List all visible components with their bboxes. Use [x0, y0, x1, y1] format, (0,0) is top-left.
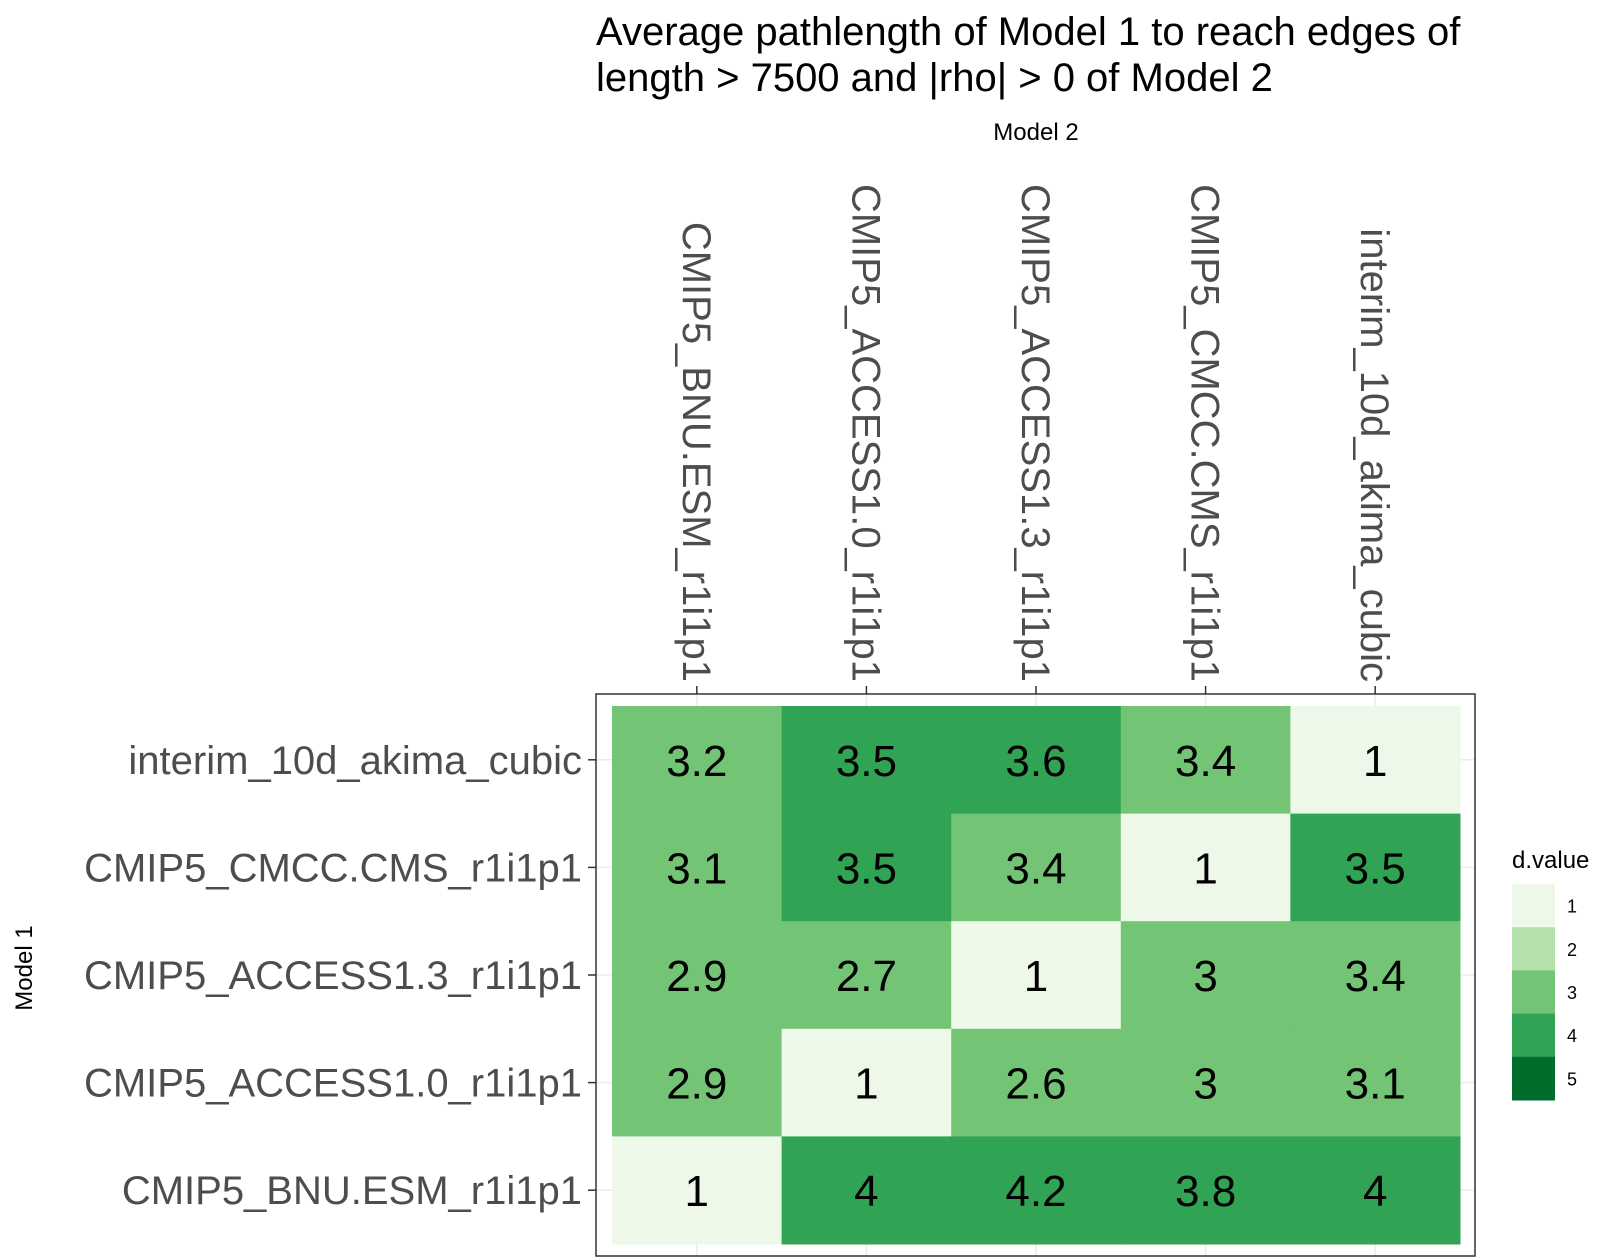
plot-area: 3.2 3.5 3.6 3.4 1 3.1 3.5 3.4 1 3.5 2.9 2.7 1 3 3.4 2.9… — [84, 184, 1476, 1257]
heatmap-cell — [781, 1028, 952, 1137]
chart-title-line-2: length > 7500 and |rho| > 0 of Model 2 — [596, 56, 1273, 100]
cell-value-label: 3.5 — [836, 737, 897, 786]
heatmap-cell — [1120, 1136, 1291, 1245]
cell-value-label: 3.4 — [1005, 844, 1066, 893]
heatmap-cell — [781, 706, 952, 815]
legend-key-label: 1 — [1567, 897, 1577, 917]
cell-value-label: 3.2 — [666, 737, 727, 786]
x-tick-label: CMIP5_ACCESS1.3_r1i1p1 — [1013, 184, 1057, 682]
x-tick-label: CMIP5_ACCESS1.0_r1i1p1 — [843, 184, 887, 682]
cell-value-label: 1 — [854, 1060, 878, 1109]
legend-key-swatch — [1512, 970, 1555, 1015]
heatmap-cell — [1120, 1028, 1291, 1137]
heatmap-cell — [951, 1136, 1122, 1245]
cell-value-label: 2.6 — [1005, 1060, 1066, 1109]
y-tick-label: CMIP5_CMCC.CMS_r1i1p1 — [84, 846, 582, 890]
y-axis-title: Model 1 — [11, 925, 38, 1010]
legend-key-label: 3 — [1567, 983, 1577, 1003]
x-tick-label: CMIP5_BNU.ESM_r1i1p1 — [674, 222, 718, 682]
heatmap-cell — [612, 813, 783, 922]
heatmap-cell — [1290, 1136, 1461, 1245]
heatmap-cell — [1290, 813, 1461, 922]
heatmap-cell — [612, 1028, 783, 1137]
x-tick-label: CMIP5_CMCC.CMS_r1i1p1 — [1183, 184, 1227, 682]
legend-key-label: 5 — [1567, 1069, 1577, 1089]
cell-value-label: 1 — [1193, 844, 1217, 893]
cell-value-label: 3.8 — [1175, 1167, 1236, 1216]
legend: d.value 1 2 3 4 5 — [1512, 847, 1589, 1101]
cell-value-label: 3.6 — [1005, 737, 1066, 786]
y-tick-label: CMIP5_BNU.ESM_r1i1p1 — [122, 1169, 582, 1213]
chart-title-line-1: Average pathlength of Model 1 to reach e… — [596, 10, 1461, 54]
heatmap-cell — [951, 1028, 1122, 1137]
cell-value-label: 2.9 — [666, 1060, 727, 1109]
heatmap-cell — [781, 921, 952, 1030]
cell-value-label: 3.1 — [1345, 1060, 1406, 1109]
x-tick-label: interim_10d_akima_cubic — [1352, 228, 1396, 682]
y-tick-label: interim_10d_akima_cubic — [128, 739, 582, 783]
y-tick-label: CMIP5_ACCESS1.3_r1i1p1 — [84, 954, 582, 998]
legend-key-label: 2 — [1567, 940, 1577, 960]
legend-key-swatch — [1512, 884, 1555, 928]
legend-key-swatch — [1512, 1056, 1555, 1101]
cell-value-label: 2.9 — [666, 952, 727, 1001]
heatmap-cell — [1290, 706, 1461, 815]
cell-value-label: 3 — [1193, 1060, 1217, 1109]
cell-value-label: 4 — [1363, 1167, 1387, 1216]
heatmap-cell — [1120, 706, 1291, 815]
heatmap-cell — [1290, 1028, 1461, 1137]
heatmap-cell — [1290, 921, 1461, 1030]
x-axis-title: Model 2 — [993, 119, 1078, 146]
cell-value-label: 3.4 — [1175, 737, 1236, 786]
cell-value-label: 4.2 — [1005, 1167, 1066, 1216]
legend-key-label: 4 — [1567, 1026, 1577, 1046]
heatmap-cell — [781, 813, 952, 922]
legend-key-swatch — [1512, 927, 1555, 971]
cell-value-label: 2.7 — [836, 952, 897, 1001]
heatmap-cell — [1120, 813, 1291, 922]
heatmap-cell — [951, 921, 1122, 1030]
heatmap-cell — [612, 1136, 783, 1245]
cell-value-label: 1 — [1024, 952, 1048, 1001]
cell-value-label: 4 — [854, 1167, 878, 1216]
cell-value-label: 1 — [685, 1167, 709, 1216]
legend-key-swatch — [1512, 1013, 1555, 1058]
heatmap-cell — [781, 1136, 952, 1245]
cell-value-label: 3.5 — [1345, 844, 1406, 893]
cell-value-label: 3.4 — [1345, 952, 1406, 1001]
cell-value-label: 1 — [1363, 737, 1387, 786]
heatmap-cell — [951, 706, 1122, 815]
y-tick-label: CMIP5_ACCESS1.0_r1i1p1 — [84, 1062, 582, 1106]
cell-value-label: 3 — [1193, 952, 1217, 1001]
heatmap-cell — [1120, 921, 1291, 1030]
heatmap-cell — [612, 921, 783, 1030]
legend-title: d.value — [1512, 847, 1589, 874]
heatmap-cell — [951, 813, 1122, 922]
cell-value-label: 3.1 — [666, 844, 727, 893]
cell-value-label: 3.5 — [836, 844, 897, 893]
heatmap-cell — [612, 706, 783, 815]
